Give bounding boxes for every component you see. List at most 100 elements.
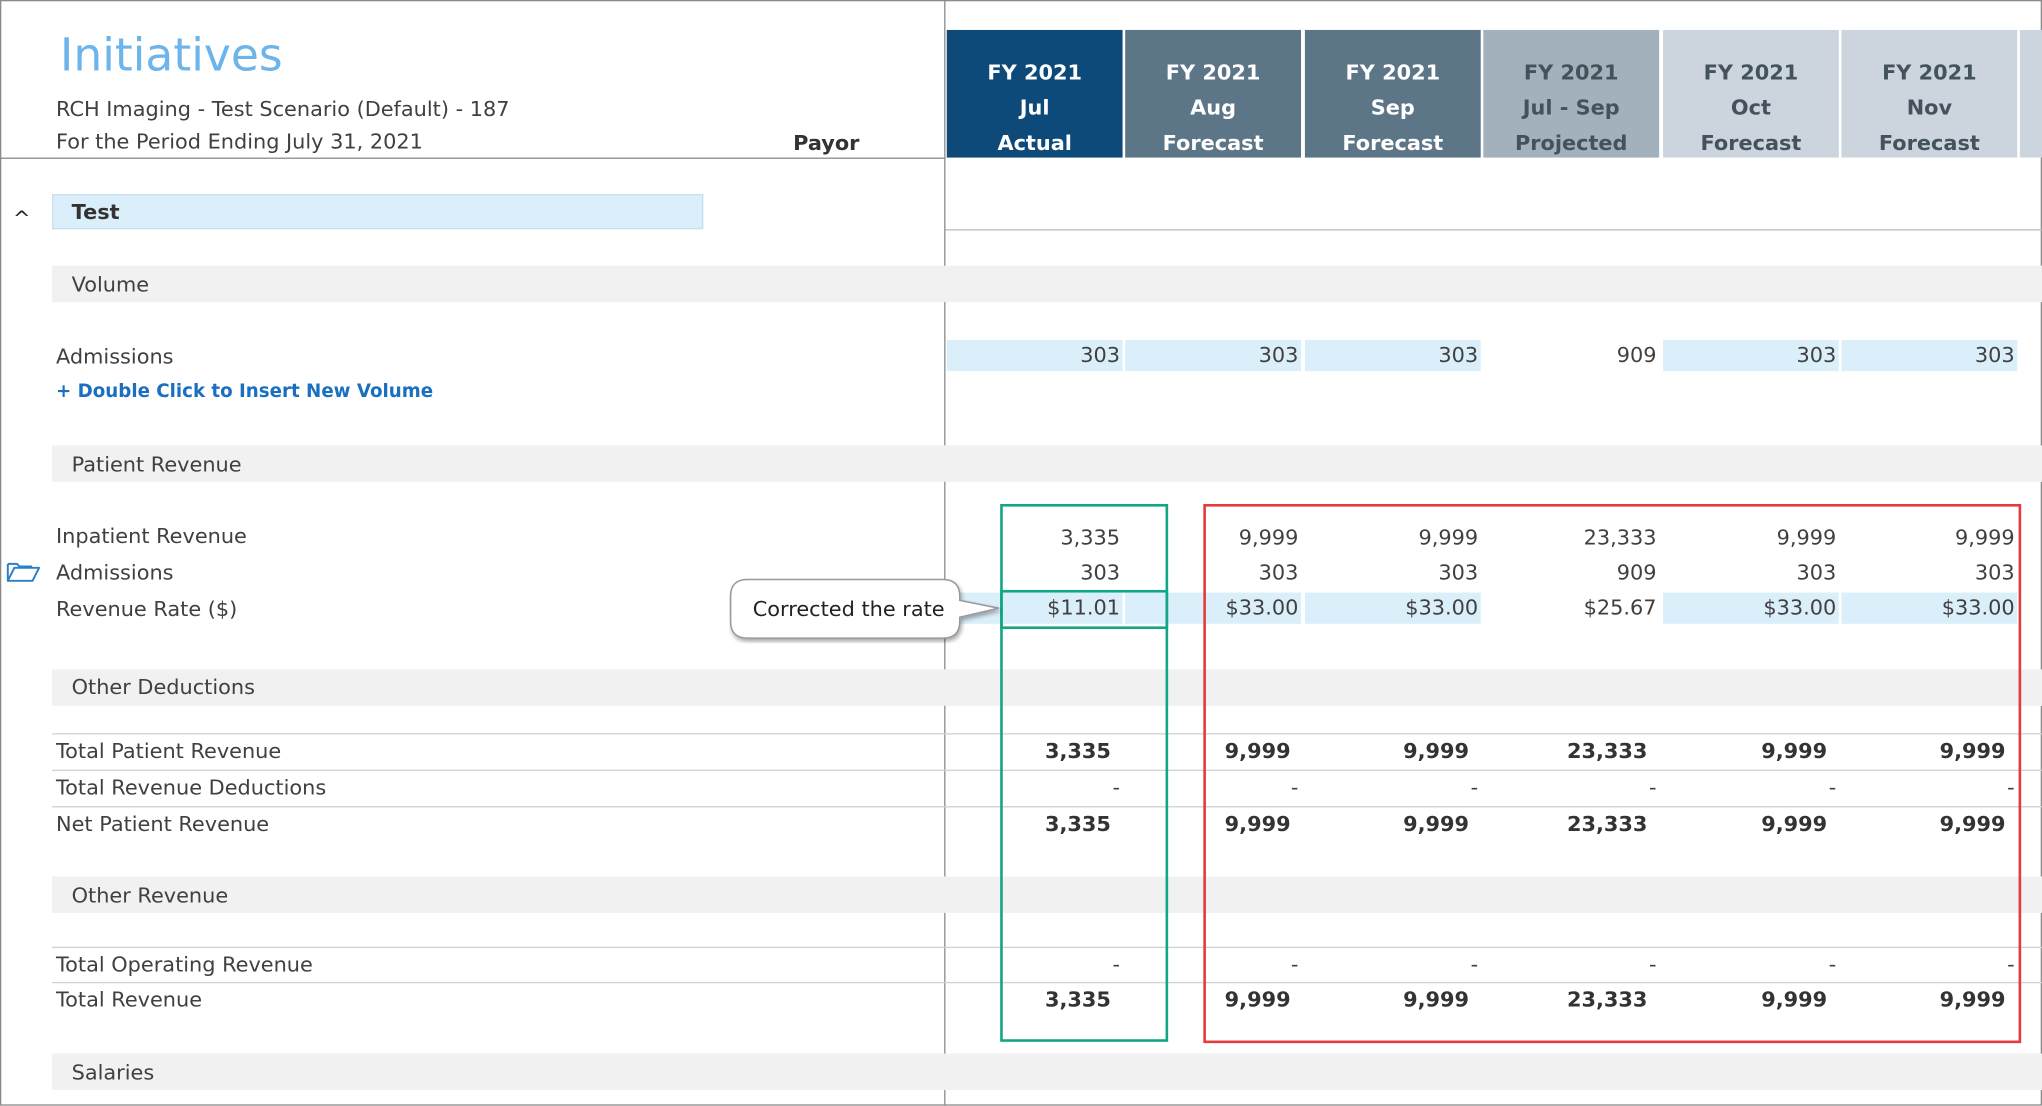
cell-revenue-rate[interactable]: $33.00 (1941, 595, 2015, 620)
editable-cell[interactable] (1125, 339, 1301, 372)
period-label: For the Period Ending July 31, 2021 (55, 128, 423, 154)
cell-admissions-volume[interactable]: 303 (1258, 342, 1299, 368)
cell-total-operating-revenue: - (1290, 951, 1299, 977)
cell-net-patient-revenue: 23,333 (1566, 811, 1648, 837)
column-header: FY 2021 Jul Actual (946, 29, 1123, 158)
row-separator (52, 806, 2042, 808)
cell-total-revenue: 9,999 (1761, 987, 1828, 1012)
forecast-columns-highlight (1203, 503, 2022, 1044)
row-label-inpatient-revenue: Inpatient Revenue (55, 523, 247, 549)
editable-cell[interactable] (1125, 592, 1301, 624)
cell-admissions-volume: 909 (1616, 342, 1657, 368)
cell-total-revenue-deductions: - (1112, 774, 1120, 800)
cell-admissions: 303 (1796, 559, 1837, 585)
cell-admissions: 303 (1080, 559, 1120, 585)
editable-cell[interactable] (1304, 339, 1481, 372)
cell-total-revenue: 9,999 (1403, 987, 1469, 1012)
cell-total-patient-revenue: 9,999 (1939, 738, 2006, 764)
cell-inpatient-revenue: 9,999 (1954, 524, 2015, 550)
editable-cell[interactable] (1663, 592, 1839, 624)
cell-total-revenue: 3,335 (1044, 987, 1111, 1012)
insert-volume-link[interactable]: + Double Click to Insert New Volume (55, 381, 434, 403)
section-label-salaries: Salaries (71, 1060, 155, 1085)
cell-total-patient-revenue: 3,335 (1044, 738, 1111, 764)
column-header-fy: FY 2021 (1703, 59, 1799, 85)
row-label-total-operating-revenue: Total Operating Revenue (55, 951, 313, 977)
column-header-type: Forecast (1162, 130, 1264, 155)
folder-open-icon[interactable] (6, 560, 41, 583)
column-header: FY 2021 Sep Forecast (1304, 29, 1481, 158)
column-divider (944, 0, 946, 1106)
section-label-other-deductions: Other Deductions (71, 674, 255, 700)
cell-revenue-rate[interactable]: $33.00 (1225, 595, 1299, 620)
column-header-type: Projected (1514, 130, 1628, 155)
cell-revenue-rate[interactable]: $33.00 (1405, 595, 1479, 620)
cell-total-operating-revenue: - (1648, 951, 1657, 977)
column-header-type: Forecast (1342, 130, 1444, 155)
column-header: FY 2021 Oct Forecast (1663, 29, 1839, 158)
cell-total-operating-revenue: - (1828, 951, 1837, 977)
cell-inpatient-revenue: 9,999 (1238, 524, 1299, 550)
cell-admissions-volume[interactable]: 303 (1974, 342, 2015, 368)
cell-revenue-rate[interactable]: $11.01 (1047, 595, 1120, 620)
column-header-month: Oct (1730, 95, 1771, 120)
cell-admissions-volume[interactable]: 303 (1796, 342, 1837, 368)
editable-cell[interactable] (1841, 339, 2018, 372)
cell-admissions: 303 (1974, 559, 2015, 585)
cell-total-patient-revenue: 9,999 (1224, 738, 1291, 764)
editable-cell[interactable] (946, 339, 1123, 372)
column-header-type: Forecast (1700, 130, 1802, 155)
cell-net-patient-revenue: 9,999 (1939, 811, 2006, 837)
column-header-fy: FY 2021 (1165, 59, 1261, 85)
callout-text: Corrected the rate (752, 596, 945, 622)
cell-admissions: 303 (1258, 559, 1299, 585)
column-header-fy: FY 2021 (987, 59, 1082, 85)
column-header-type: Forecast (1878, 130, 1980, 155)
column-header-fy: FY 2021 (1882, 59, 1977, 85)
row-label-admissions-volume: Admissions (55, 343, 174, 369)
corrected-rate-cell-highlight (1000, 589, 1169, 630)
column-header-type: Actual (997, 130, 1072, 155)
cell-total-revenue: 9,999 (1939, 987, 2006, 1012)
row-label-total-patient-revenue: Total Patient Revenue (55, 738, 282, 764)
collapse-caret-icon[interactable]: ^ (13, 205, 31, 231)
cell-inpatient-revenue: 9,999 (1776, 524, 1837, 550)
section-band-salaries (52, 1053, 2042, 1091)
cell-total-patient-revenue: 9,999 (1761, 738, 1828, 764)
row-separator (52, 769, 2042, 771)
column-header: FY 2021 Aug Forecast (1125, 29, 1301, 158)
cell-admissions-volume[interactable]: 303 (1080, 342, 1120, 368)
group-header[interactable] (52, 194, 704, 230)
column-header-month: Sep (1370, 95, 1415, 120)
cell-total-revenue-deductions: - (1648, 774, 1657, 800)
cell-total-revenue-deductions: - (1828, 774, 1837, 800)
cell-net-patient-revenue: 9,999 (1761, 811, 1828, 837)
cell-total-revenue-deductions: - (2007, 774, 2015, 800)
callout-bubble (729, 578, 1000, 639)
cell-admissions: 303 (1438, 559, 1479, 585)
section-band-patient-revenue (52, 445, 2042, 482)
row-label-revenue-rate: Revenue Rate ($) (55, 596, 238, 622)
section-band-other-deductions (52, 669, 2042, 706)
row-separator (52, 946, 2042, 949)
cell-inpatient-revenue: 3,335 (1060, 524, 1120, 550)
cell-revenue-rate[interactable]: $33.00 (1763, 595, 1837, 620)
column-header: FY 2021 Jul - Sep Projected (1483, 29, 1660, 158)
section-band-other-revenue (52, 876, 2042, 913)
cell-revenue-rate: $25.67 (1583, 595, 1657, 620)
section-label-patient-revenue: Patient Revenue (71, 451, 242, 477)
column-header-fy: FY 2021 (1345, 59, 1441, 85)
column-header-month: Nov (1906, 95, 1953, 120)
cell-total-patient-revenue: 23,333 (1566, 738, 1648, 764)
editable-cell[interactable] (1304, 592, 1481, 624)
section-band-volume (52, 265, 2042, 303)
cell-net-patient-revenue: 9,999 (1224, 811, 1291, 837)
cell-admissions: 909 (1616, 559, 1657, 585)
scenario-subtitle: RCH Imaging - Test Scenario (Default) - … (55, 96, 510, 122)
cell-total-patient-revenue: 9,999 (1403, 738, 1469, 764)
editable-cell[interactable] (1841, 592, 2018, 624)
actual-column-highlight (1000, 503, 1169, 1042)
editable-cell[interactable] (1663, 339, 1839, 372)
cell-admissions-volume[interactable]: 303 (1438, 342, 1479, 368)
